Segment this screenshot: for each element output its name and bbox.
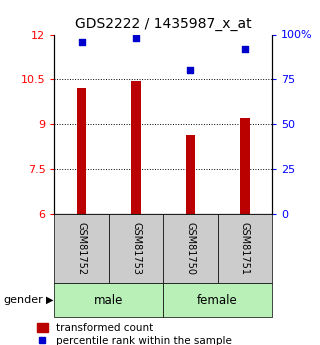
Bar	[109, 214, 163, 283]
Bar	[131, 81, 141, 214]
Bar	[218, 214, 272, 283]
Bar	[54, 283, 163, 317]
Point	[133, 35, 139, 41]
Bar	[54, 214, 109, 283]
Text: gender: gender	[3, 295, 43, 305]
Point	[188, 68, 193, 73]
Title: GDS2222 / 1435987_x_at: GDS2222 / 1435987_x_at	[75, 17, 252, 31]
Bar	[163, 214, 218, 283]
Bar	[186, 135, 195, 214]
Legend: transformed count, percentile rank within the sample: transformed count, percentile rank withi…	[37, 323, 232, 345]
Point	[242, 46, 247, 52]
Text: GSM81751: GSM81751	[240, 222, 250, 275]
Text: male: male	[94, 294, 124, 307]
Text: GSM81752: GSM81752	[76, 222, 87, 275]
Bar	[77, 88, 86, 214]
Text: ▶: ▶	[46, 295, 54, 305]
Text: female: female	[197, 294, 238, 307]
Text: GSM81750: GSM81750	[185, 222, 196, 275]
Bar	[163, 283, 272, 317]
Bar	[240, 118, 250, 214]
Text: GSM81753: GSM81753	[131, 222, 141, 275]
Point	[79, 39, 84, 45]
